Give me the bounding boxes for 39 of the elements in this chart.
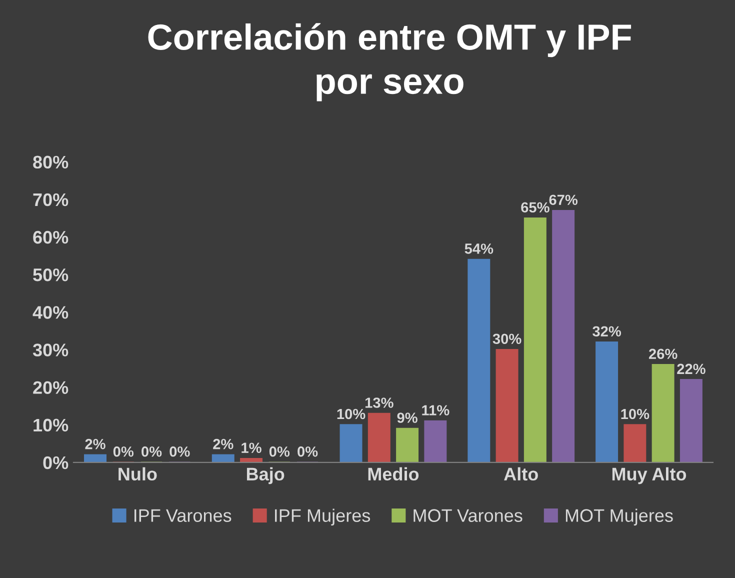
data-label: 32% — [592, 326, 622, 337]
y-tick-label: 60% — [33, 230, 68, 244]
data-label: 22% — [677, 364, 706, 374]
data-label: 26% — [648, 348, 678, 360]
y-tick-label: 50% — [33, 268, 68, 282]
y-tick-label: 40% — [32, 306, 68, 319]
data-label: 65% — [521, 202, 550, 213]
data-label: 67% — [549, 194, 578, 206]
data-label: 10% — [621, 408, 650, 420]
legend-label: MOT Mujeres — [566, 508, 673, 526]
x-tick-label: Nulo — [118, 467, 157, 481]
data-label: 0% — [170, 446, 190, 457]
data-label: 30% — [492, 334, 522, 344]
data-label: 0% — [298, 446, 318, 457]
y-tick-label: 10% — [34, 418, 68, 432]
y-tick-label: 80% — [33, 156, 68, 169]
x-tick-label: Bajo — [246, 467, 284, 484]
data-label: 9% — [397, 412, 418, 423]
legend-label: MOT Varones — [414, 509, 522, 522]
data-label: 13% — [365, 398, 394, 408]
chart-title: Correlación entre OMT y IPF por sexo — [148, 23, 632, 102]
x-tick-label: Medio — [368, 467, 419, 481]
data-label: 2% — [85, 438, 106, 450]
y-tick-label: 30% — [32, 344, 68, 356]
data-label: 2% — [213, 438, 234, 450]
data-label: 1% — [242, 442, 262, 453]
data-label: 0% — [142, 446, 162, 457]
legend-label: IPF Varones — [134, 509, 232, 522]
x-tick-label: Muy Alto — [612, 467, 686, 484]
legend-label: IPF Mujeres — [275, 508, 370, 526]
y-tick-label: 70% — [33, 193, 68, 206]
data-label: 54% — [464, 244, 494, 254]
data-label: 11% — [422, 405, 450, 416]
y-tick-label: 0% — [43, 456, 68, 470]
x-tick-label: Alto — [504, 467, 538, 481]
data-label: 0% — [269, 446, 290, 457]
data-label: 10% — [337, 408, 366, 420]
y-tick-label: 20% — [33, 381, 68, 394]
data-label: 0% — [113, 446, 134, 457]
